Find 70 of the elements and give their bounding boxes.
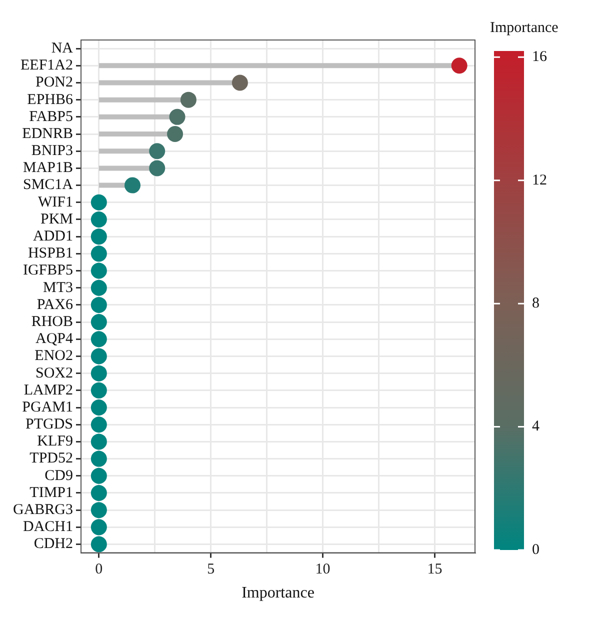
y-tick-label: WIF1 bbox=[38, 194, 74, 210]
y-tick-label: LAMP2 bbox=[24, 382, 74, 398]
color-bar-title: Importance bbox=[490, 20, 559, 36]
y-tick-label: HSPB1 bbox=[28, 246, 74, 262]
point bbox=[90, 331, 107, 348]
point bbox=[90, 228, 107, 245]
y-tick-label: KLF9 bbox=[37, 434, 74, 450]
y-tick-label: TIMP1 bbox=[30, 484, 74, 501]
y-tick-label: GABRG3 bbox=[12, 502, 74, 518]
y-tick-label: RHOB bbox=[31, 314, 74, 330]
y-tick-label: ADD1 bbox=[33, 228, 74, 245]
y-tick-label: SOX2 bbox=[35, 365, 74, 382]
point bbox=[149, 143, 166, 160]
point bbox=[90, 296, 107, 313]
point bbox=[90, 262, 107, 279]
y-tick-label: EDNRB bbox=[22, 126, 74, 142]
point bbox=[90, 194, 107, 210]
point bbox=[90, 382, 107, 398]
point bbox=[90, 450, 107, 467]
color-bar-label: 12 bbox=[532, 172, 547, 188]
point bbox=[232, 74, 248, 91]
point bbox=[90, 468, 107, 484]
y-tick-label: PAX6 bbox=[36, 296, 74, 313]
color-bar-label: 4 bbox=[532, 418, 540, 435]
y-tick-label: DACH1 bbox=[22, 519, 74, 536]
point bbox=[451, 58, 468, 74]
point bbox=[90, 246, 107, 262]
color-bar-label: 0 bbox=[532, 542, 540, 558]
point bbox=[90, 314, 107, 330]
point bbox=[90, 211, 107, 228]
y-tick-label: IGFBP5 bbox=[22, 262, 74, 279]
y-tick-label: EPHB6 bbox=[27, 92, 74, 108]
y-tick-label: PGAM1 bbox=[22, 399, 74, 416]
point bbox=[90, 519, 107, 536]
point bbox=[169, 108, 186, 125]
point bbox=[90, 502, 107, 518]
point bbox=[90, 348, 107, 364]
point bbox=[90, 400, 107, 416]
point bbox=[180, 92, 196, 108]
y-tick-label: ENO2 bbox=[34, 348, 74, 364]
point bbox=[90, 416, 107, 433]
color-bar-label: 16 bbox=[532, 49, 548, 66]
y-tick-label: EEF1A2 bbox=[20, 58, 74, 74]
x-tick-label: 15 bbox=[427, 562, 442, 578]
y-tick-label: MT3 bbox=[43, 280, 74, 296]
point bbox=[90, 280, 107, 296]
x-axis-title: Importance bbox=[242, 584, 314, 602]
y-tick-label: PTGDS bbox=[25, 416, 74, 433]
y-tick-label: TPD52 bbox=[30, 450, 74, 467]
y-tick-label: FABP5 bbox=[29, 108, 74, 125]
point bbox=[90, 434, 107, 450]
point bbox=[167, 126, 184, 142]
point bbox=[90, 484, 107, 501]
color-bar-label: 8 bbox=[532, 296, 540, 312]
y-tick-label: CD9 bbox=[44, 468, 74, 484]
y-tick-label: CDH2 bbox=[34, 536, 74, 552]
point bbox=[90, 536, 107, 552]
x-tick-label: 5 bbox=[207, 562, 215, 578]
x-tick-label: 10 bbox=[315, 562, 330, 578]
y-tick-label: NA bbox=[51, 40, 74, 56]
point bbox=[149, 160, 166, 176]
point bbox=[124, 177, 140, 194]
y-tick-label: PON2 bbox=[35, 74, 74, 91]
y-tick-label: AQP4 bbox=[35, 331, 74, 348]
y-tick-label: BNIP3 bbox=[31, 143, 74, 160]
x-tick-label: 0 bbox=[95, 562, 103, 578]
y-tick-label: MAP1B bbox=[22, 160, 74, 176]
y-tick-label: PKM bbox=[40, 211, 74, 228]
y-tick-label: SMC1A bbox=[22, 177, 74, 194]
point bbox=[90, 365, 107, 382]
